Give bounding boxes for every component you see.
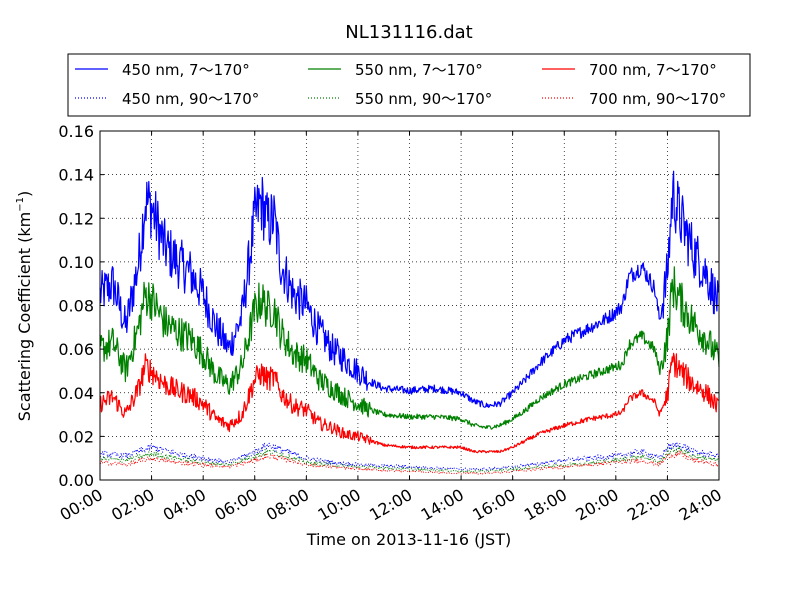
legend-label: 700 nm, 7～170° (589, 61, 717, 79)
y-axis-label-superscript: −1 (15, 197, 26, 212)
legend-label: 550 nm, 7～170° (355, 61, 483, 79)
legend-label: 450 nm, 7～170° (122, 61, 250, 79)
y-tick-label: 0.16 (58, 122, 94, 141)
y-tick-label: 0.10 (58, 253, 94, 272)
series-layer (99, 170, 720, 475)
y-tick-label: 0.02 (58, 427, 94, 446)
y-axis-label: Scattering Coefficient (km−1) (15, 191, 34, 422)
legend-label: 700 nm, 90～170° (589, 90, 726, 108)
y-axis-label-tail: ) (15, 191, 34, 197)
series-line (99, 450, 720, 475)
x-axis-label: Time on 2013-11-16 (JST) (306, 530, 511, 549)
y-tick-label: 0.06 (58, 340, 94, 359)
series-line (99, 170, 720, 408)
y-tick-label: 0.12 (58, 209, 94, 228)
legend: 450 nm, 7～170° 550 nm, 7～170° 700 nm, 7～17… (67, 53, 751, 117)
legend-label: 550 nm, 90～170° (355, 90, 492, 108)
series-line (99, 442, 720, 471)
y-tick-label: 0.08 (58, 297, 94, 316)
y-tick-label: 0.00 (58, 471, 94, 490)
series-line (99, 352, 720, 454)
y-tick-label: 0.04 (58, 384, 94, 403)
y-axis-label-main: Scattering Coefficient (km (15, 212, 34, 422)
chart-title: NL131116.dat (345, 22, 472, 43)
series-line (99, 445, 720, 473)
legend-label: 450 nm, 90～170° (122, 90, 259, 108)
y-tick-label: 0.14 (58, 166, 94, 185)
series-line (99, 266, 720, 430)
legend-box (67, 53, 751, 117)
